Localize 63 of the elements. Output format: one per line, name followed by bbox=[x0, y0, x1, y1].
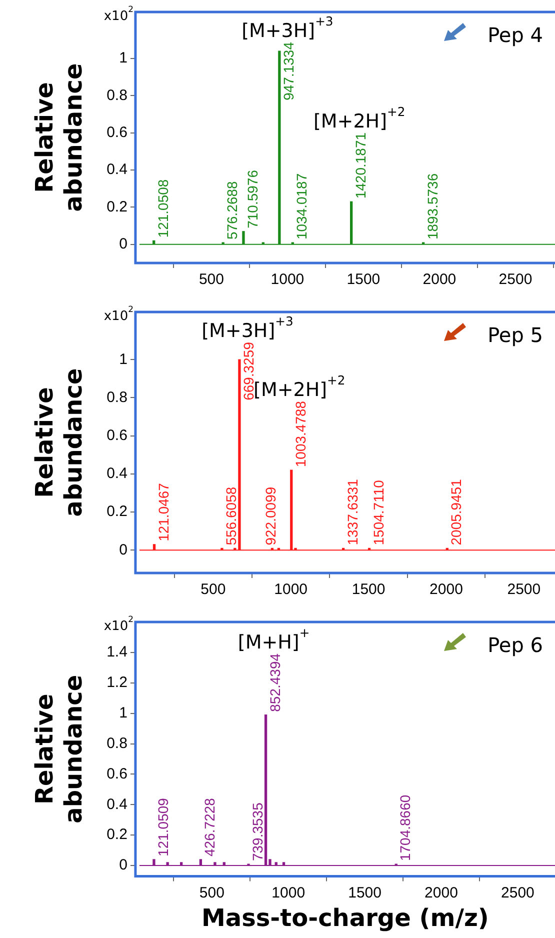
annotation: 1893.5736 bbox=[424, 173, 440, 240]
annotation: 1003.4788 bbox=[292, 400, 308, 468]
y-tick-label: 1 bbox=[119, 50, 128, 67]
x-tick-label: 2000 bbox=[430, 581, 463, 598]
annotation: 1420.1871 bbox=[352, 132, 368, 199]
x-tick-label: 500 bbox=[198, 271, 224, 288]
annotation: 121.0508 bbox=[154, 179, 171, 238]
x-tick-label: 2000 bbox=[422, 271, 456, 288]
x-tick-label: 2500 bbox=[501, 884, 534, 902]
x-tick-label: 2000 bbox=[424, 884, 458, 902]
y-tick-label: 0.4 bbox=[106, 465, 128, 482]
y-tick-label: 0 bbox=[119, 236, 128, 253]
y-axis-title: Relative abundance bbox=[30, 674, 88, 824]
annotation: 710.5976 bbox=[244, 170, 260, 228]
y-tick-label: 0 bbox=[119, 856, 128, 874]
y-tick-label: 0.4 bbox=[106, 161, 128, 178]
y-axis-title: Relative abundance bbox=[30, 63, 88, 212]
x-tick-label: 1500 bbox=[352, 581, 386, 598]
y-tick-label: 0 bbox=[119, 541, 128, 558]
annotation: 576.2688 bbox=[224, 180, 240, 240]
y-tick-label: 0.2 bbox=[106, 826, 128, 844]
x-tick-label: 1000 bbox=[270, 271, 304, 288]
x-tick-label: 500 bbox=[199, 884, 224, 902]
annotation: 947.1334 bbox=[280, 42, 296, 100]
annotation: 2005.9451 bbox=[448, 478, 464, 546]
y-tick-label: 0.2 bbox=[106, 503, 128, 520]
annotation: 556.6058 bbox=[222, 486, 239, 546]
annotation: 121.0467 bbox=[155, 482, 172, 542]
y-tick-label: 0.2 bbox=[106, 198, 128, 216]
annotation: 1337.6331 bbox=[344, 478, 360, 546]
y-tick-label: 0.6 bbox=[106, 426, 128, 444]
x-tick-label: 500 bbox=[200, 581, 226, 598]
y-tick-label: 0.6 bbox=[106, 124, 128, 141]
annotation: Pep 4 bbox=[488, 23, 544, 47]
y-tick-label: 0.8 bbox=[106, 388, 128, 406]
annotation: Pep 5 bbox=[488, 323, 544, 347]
annotation: Pep 6 bbox=[488, 633, 544, 657]
annotation: 1704.8660 bbox=[397, 794, 414, 862]
y-tick-label: 1 bbox=[119, 704, 128, 722]
y-tick-label: 0.8 bbox=[106, 734, 128, 752]
x-tick-label: 1500 bbox=[348, 884, 382, 902]
annotation: 426.7228 bbox=[202, 798, 218, 856]
x-tick-label: 1500 bbox=[346, 271, 380, 288]
y-tick-label: 0.8 bbox=[106, 86, 128, 104]
x-tick-label: 2500 bbox=[498, 271, 532, 288]
annotation: 852.4394 bbox=[266, 653, 283, 712]
annotation: 1034.0187 bbox=[294, 173, 310, 240]
x-tick-label: 1000 bbox=[274, 581, 308, 598]
x-tick-label: 1000 bbox=[272, 884, 306, 902]
y-axis-title: Relative abundance bbox=[30, 368, 88, 517]
annotation: 739.3535 bbox=[249, 802, 266, 862]
y-tick-label: 1.2 bbox=[106, 674, 128, 692]
annotation: 669.3259 bbox=[240, 342, 256, 400]
y-tick-label: 1.4 bbox=[106, 644, 128, 661]
y-tick-label: 0.4 bbox=[106, 796, 128, 813]
y-tick-label: 0.6 bbox=[106, 765, 128, 782]
annotation: 1504.7110 bbox=[370, 480, 386, 546]
annotation: [M+H]+ bbox=[238, 626, 310, 654]
x-tick-label: 2500 bbox=[507, 581, 541, 598]
annotation: 121.0509 bbox=[154, 798, 171, 856]
annotation: 922.0099 bbox=[262, 486, 279, 546]
y-tick-label: 1 bbox=[119, 350, 128, 368]
x-axis-title: Mass-to-charge (m/z) bbox=[202, 904, 489, 932]
